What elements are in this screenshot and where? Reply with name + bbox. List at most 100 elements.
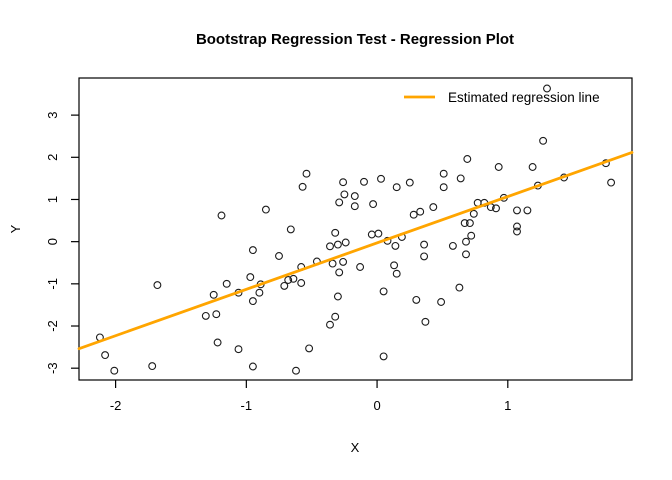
data-point: [341, 238, 350, 247]
data-point: [280, 281, 289, 290]
data-point: [261, 205, 270, 214]
data-point: [448, 241, 457, 250]
data-point: [469, 209, 478, 218]
data-point: [421, 317, 430, 326]
data-point: [286, 225, 295, 234]
data-point: [328, 259, 337, 268]
data-point: [339, 178, 348, 187]
chart-title: Bootstrap Regression Test - Regression P…: [196, 31, 514, 48]
y-axis: -3 -2 -1 0 1 2 3: [45, 112, 79, 374]
data-point: [379, 287, 388, 296]
data-point: [420, 240, 429, 249]
data-point: [217, 211, 226, 220]
data-point: [289, 274, 298, 283]
x-tick-label: 1: [504, 398, 511, 413]
data-point: [412, 295, 421, 304]
plot-box: [78, 77, 633, 381]
data-point: [326, 320, 334, 329]
data-point: [379, 352, 388, 361]
data-point: [275, 252, 283, 260]
data-point: [356, 263, 365, 271]
data-point: [297, 279, 306, 287]
x-axis-title: X: [351, 440, 360, 455]
data-point: [305, 344, 314, 353]
data-point: [455, 283, 464, 292]
legend: Estimated regression line: [404, 90, 600, 105]
data-point: [153, 281, 162, 290]
data-point: [539, 136, 548, 145]
data-point: [492, 204, 500, 213]
data-point: [248, 297, 257, 306]
data-point: [513, 222, 521, 231]
data-point: [460, 219, 469, 228]
data-point: [212, 310, 221, 319]
y-tick-label: -2: [45, 320, 60, 332]
data-point: [298, 182, 307, 191]
data-point: [246, 273, 255, 282]
data-point: [463, 155, 472, 163]
data-point: [284, 276, 293, 284]
data-point: [607, 178, 616, 187]
data-point: [333, 240, 342, 249]
y-tick-label: 1: [45, 196, 60, 203]
data-point: [467, 231, 476, 240]
data-point: [439, 169, 448, 178]
x-axis: -2 -1 0 1: [110, 380, 511, 413]
data-point: [392, 269, 401, 278]
x-tick-label: -1: [241, 398, 253, 413]
data-point: [513, 206, 521, 215]
data-point: [377, 174, 385, 183]
data-point: [369, 200, 378, 209]
data-point: [302, 169, 311, 178]
data-point: [392, 183, 401, 192]
x-tick-label: 0: [373, 398, 380, 413]
data-point: [110, 366, 119, 375]
data-point: [339, 257, 348, 266]
regression-line: [77, 151, 634, 351]
data-point: [101, 351, 110, 360]
legend-entry-label: Estimated regression line: [448, 90, 600, 105]
data-point: [456, 174, 465, 183]
scatter-points-layer: [95, 84, 616, 375]
data-point: [374, 229, 383, 238]
data-point: [201, 311, 210, 320]
data-point: [405, 178, 414, 187]
data-point: [462, 237, 470, 246]
data-point: [213, 338, 222, 347]
data-point: [333, 292, 342, 301]
data-point: [465, 219, 474, 228]
data-point: [340, 190, 349, 199]
data-point: [331, 228, 340, 237]
data-point: [391, 241, 400, 250]
y-tick-label: 3: [45, 112, 60, 119]
data-point: [494, 163, 503, 171]
data-point: [326, 242, 334, 251]
data-point: [234, 345, 243, 354]
data-point: [437, 298, 446, 306]
data-point: [513, 227, 521, 236]
data-point: [350, 192, 359, 201]
data-point: [248, 246, 257, 255]
data-point: [528, 163, 537, 171]
data-point: [462, 250, 470, 259]
data-point: [350, 202, 359, 211]
data-point: [523, 206, 532, 215]
y-axis-title: Y: [8, 224, 23, 233]
data-point: [148, 362, 157, 371]
y-tick-label: -1: [45, 278, 60, 290]
data-point: [429, 203, 438, 212]
data-point: [209, 290, 218, 299]
data-point: [420, 252, 429, 261]
data-point: [409, 210, 418, 219]
y-tick-label: 2: [45, 154, 60, 161]
data-point: [439, 183, 448, 192]
data-point: [222, 279, 231, 288]
data-point: [416, 207, 425, 216]
data-point: [331, 312, 340, 321]
y-tick-label: -3: [45, 362, 60, 374]
y-tick-label: 0: [45, 238, 60, 245]
data-point: [255, 288, 264, 297]
